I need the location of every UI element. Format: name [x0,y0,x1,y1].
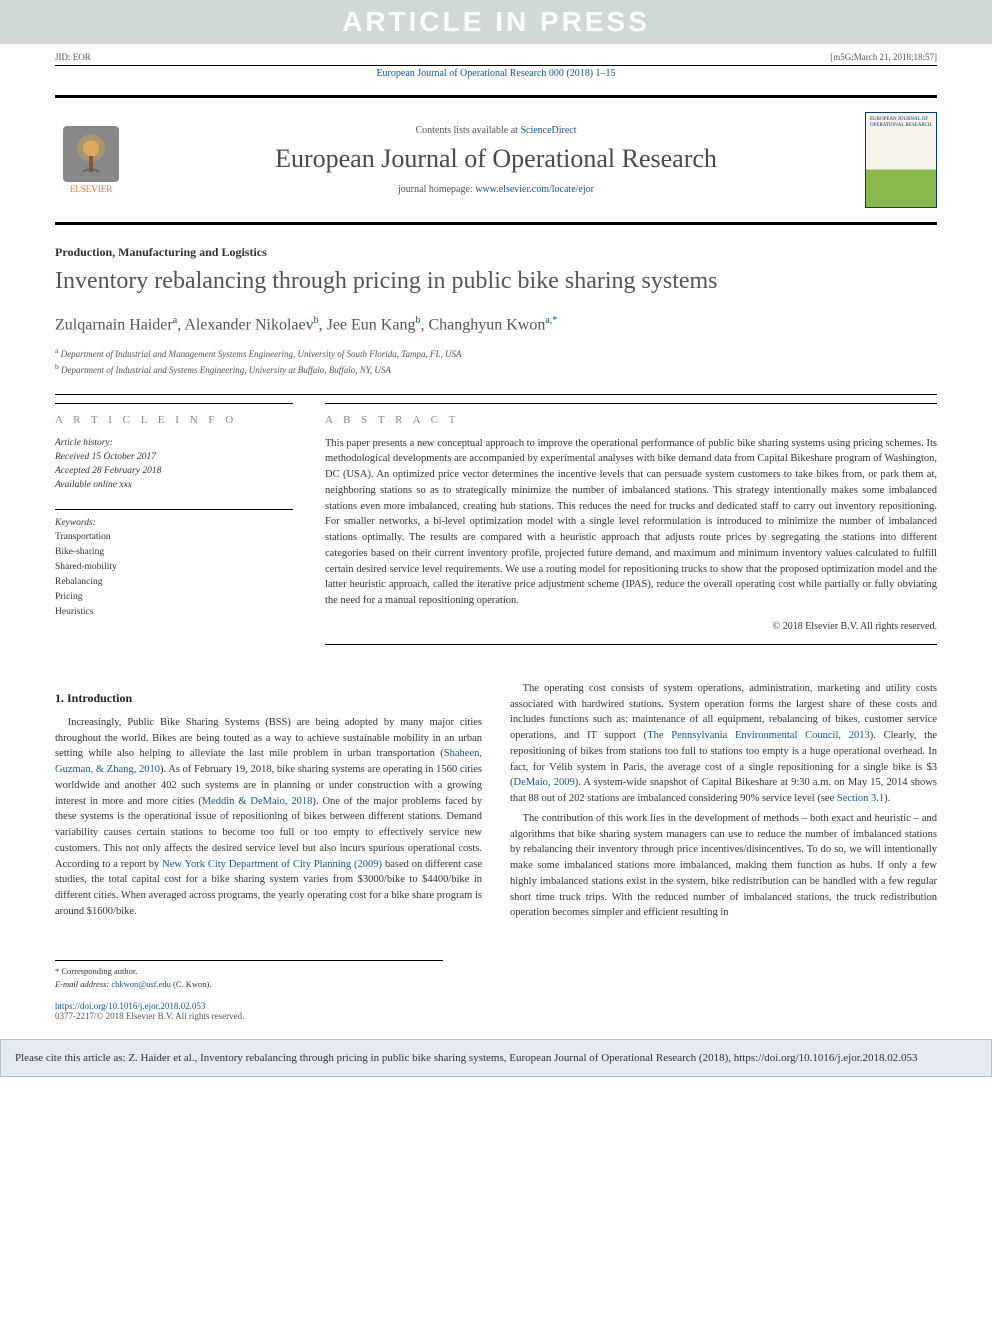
elsevier-logo[interactable]: ELSEVIER [55,126,127,194]
keyword-1: Transportation [55,530,293,545]
corr-name: (C. Kwon). [171,979,212,989]
info-abstract-row: A R T I C L E I N F O Article history: R… [55,403,937,653]
corr-star: * Corresponding author. [55,965,443,978]
article-title: Inventory rebalancing through pricing in… [55,266,937,297]
email-label: E-mail address: [55,979,111,989]
author-1: Zulqarnain Haider [55,317,173,334]
intro-para-3: The contribution of this work lies in th… [510,811,937,921]
citation-nyc[interactable]: New York City Department of City Plannin… [162,859,382,870]
corresponding-author-note: * Corresponding author. E-mail address: … [55,960,443,991]
elsevier-label: ELSEVIER [70,184,113,194]
p2d: ). [884,793,890,804]
keywords-list: Transportation Bike-sharing Shared-mobil… [55,530,293,621]
keyword-3: Shared-mobility [55,560,293,575]
homepage-prefix: journal homepage: [398,184,475,195]
jid-label: JID: EOR [55,52,91,62]
authors-line: Zulqarnain Haidera, Alexander Nikolaevb,… [55,315,937,334]
affiliation-a: a Department of Industrial and Managemen… [55,345,937,362]
abstract-bottom-rule [325,644,937,645]
author-2-sup: b [314,315,319,326]
p1a: Increasingly, Public Bike Sharing System… [55,717,482,760]
contents-prefix: Contents lists available at [415,125,520,136]
article-history: Article history: Received 15 October 201… [55,436,293,493]
received-date: Received 15 October 2017 [55,450,293,464]
masthead-center: Contents lists available at ScienceDirec… [127,125,865,195]
journal-name: European Journal of Operational Research [143,144,849,174]
author-3-sup: b [415,315,420,326]
keyword-4: Rebalancing [55,575,293,590]
citation-demaio[interactable]: DeMaio, 2009 [514,777,575,788]
section-ref-3-1[interactable]: Section 3.1 [837,793,884,804]
build-stamp: [m5G;March 21, 2018;18:57] [830,52,937,62]
journal-cover-thumbnail[interactable]: EUROPEAN JOURNAL OF OPERATIONAL RESEARCH [865,112,937,208]
intro-para-1: Increasingly, Public Bike Sharing System… [55,715,482,920]
page-container: ARTICLE IN PRESS JID: EOR [m5G;March 21,… [0,0,992,1077]
abstract-text: This paper presents a new conceptual app… [325,436,937,609]
aff-b-sup: b [55,362,59,371]
issn-copyright: 0377-2217/© 2018 Elsevier B.V. All right… [55,1011,937,1021]
info-divider [55,509,293,510]
elsevier-tree-icon [63,126,119,182]
author-4: Changhyun Kwon [428,317,545,334]
author-1-sup: a [173,315,177,326]
author-3: Jee Eun Kang [327,317,416,334]
journal-reference: European Journal of Operational Research… [55,68,937,79]
keyword-5: Pricing [55,590,293,605]
doi-block: https://doi.org/10.1016/j.ejor.2018.02.0… [55,1001,937,1021]
top-meta-line: JID: EOR [m5G;March 21, 2018;18:57] [55,52,937,66]
keyword-6: Heuristics [55,605,293,620]
aff-b-text: Department of Industrial and Systems Eng… [61,365,391,375]
article-info-column: A R T I C L E I N F O Article history: R… [55,403,293,653]
aff-a-text: Department of Industrial and Management … [61,349,462,359]
cover-text: EUROPEAN JOURNAL OF OPERATIONAL RESEARCH [870,117,932,128]
watermark-banner: ARTICLE IN PRESS [0,0,992,44]
article-info-heading: A R T I C L E I N F O [55,403,293,426]
section-label: Production, Manufacturing and Logistics [55,245,937,260]
keyword-2: Bike-sharing [55,545,293,560]
author-2: Alexander Nikolaev [184,317,313,334]
keywords-label: Keywords: [55,518,293,528]
citation-penn[interactable]: The Pennsylvania Environmental Council, … [647,730,870,741]
corr-email-link[interactable]: chkwon@usf.edu [111,979,171,989]
aff-a-sup: a [55,346,58,355]
online-date: Available online xxx [55,478,293,492]
affiliation-b: b Department of Industrial and Systems E… [55,361,937,378]
section-1-heading: 1. Introduction [55,689,482,707]
author-4-sup: a,* [545,315,557,326]
history-label: Article history: [55,436,293,450]
body-two-columns: 1. Introduction Increasingly, Public Bik… [55,681,937,925]
intro-para-2: The operating cost consists of system op… [510,681,937,807]
doi-link[interactable]: https://doi.org/10.1016/j.ejor.2018.02.0… [55,1001,205,1011]
homepage-link[interactable]: www.elsevier.com/locate/ejor [475,184,594,195]
copyright-line: © 2018 Elsevier B.V. All rights reserved… [325,621,937,632]
citation-meddin[interactable]: Meddin & DeMaio, 2018 [202,796,313,807]
affiliations: a Department of Industrial and Managemen… [55,345,937,378]
accepted-date: Accepted 28 February 2018 [55,464,293,478]
contents-line: Contents lists available at ScienceDirec… [143,125,849,136]
corr-email-line: E-mail address: chkwon@usf.edu (C. Kwon)… [55,978,443,991]
rule-divider [55,394,937,395]
cite-this-article-box: Please cite this article as: Z. Haider e… [0,1039,992,1078]
abstract-heading: A B S T R A C T [325,403,937,426]
sciencedirect-link[interactable]: ScienceDirect [520,125,576,136]
homepage-line: journal homepage: www.elsevier.com/locat… [143,184,849,195]
abstract-column: A B S T R A C T This paper presents a ne… [325,403,937,653]
masthead: ELSEVIER Contents lists available at Sci… [55,95,937,225]
